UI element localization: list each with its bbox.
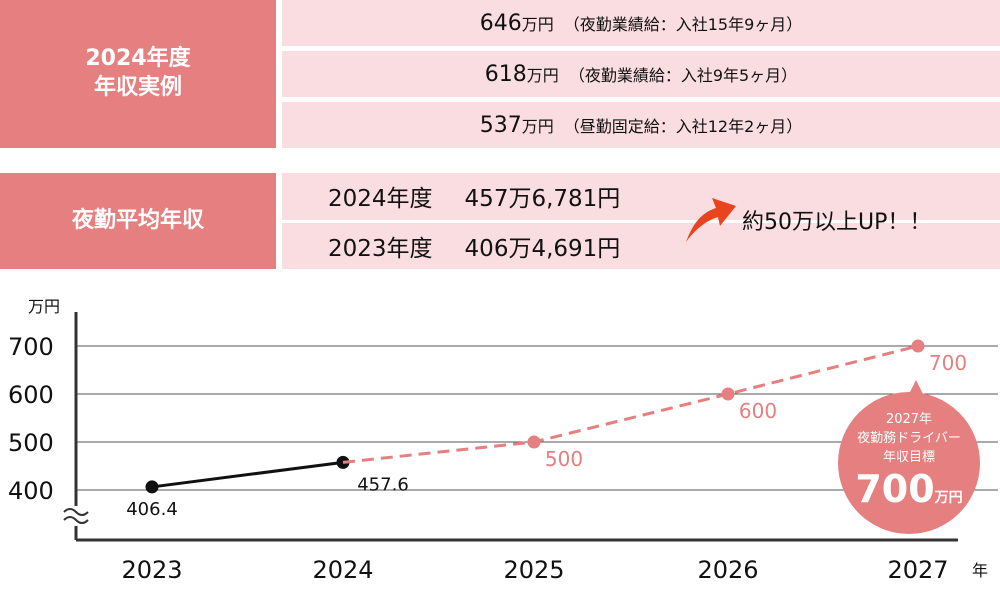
series-line [151,460,344,489]
y-tick-label: 400 [8,477,54,505]
average-value: 406万4,691円 [464,236,621,262]
example-unit: 万円 [526,66,559,85]
y-tick-label: 500 [8,429,54,457]
callout-unit: 万円 [934,490,963,506]
y-axis-unit: 万円 [28,297,60,316]
axis-break-mark [63,516,89,524]
average-value: 457万6,781円 [464,186,621,212]
chart-series [145,339,925,494]
average-year: 2023年度 [328,236,433,262]
average-label: 夜勤平均年収 [0,173,276,269]
example-row: 646 万円 （夜勤業績給：入社15年9ヶ月） [282,0,1000,46]
data-label: 457.6 [357,474,409,495]
x-tick-label: 2026 [697,556,758,584]
average-year: 2024年度 [328,186,433,212]
callout-line: 夜勤務ドライバー [857,431,961,446]
gain-text: 約50万以上UP！！ [742,210,932,235]
series-line [342,344,919,464]
data-label: 500 [545,447,583,471]
data-label: 700 [929,351,967,375]
average-row-2024: 2024年度 457万6,781円 [282,173,702,219]
x-tick-label: 2023 [121,556,182,584]
chart-axes [62,312,958,542]
callout-pointer [908,380,924,396]
axis-break-mask [62,506,92,526]
x-tick-label: 2025 [503,556,564,584]
example-note: （昼勤固定給：入社12年2ヶ月） [563,117,803,136]
data-label: 600 [739,399,777,423]
y-tick-label: 600 [8,381,54,409]
example-unit: 万円 [521,117,554,136]
example-row: 618 万円 （夜勤業績給：入社9年5ヶ月） [282,51,1000,97]
data-point [911,339,925,353]
average-divider [282,220,1000,223]
axis-break-mark [63,508,89,516]
x-tick-label: 2024 [312,556,373,584]
x-axis-unit: 年 [972,561,988,580]
callout-value: 700 [855,467,935,511]
data-point [527,435,541,449]
up-arrow-icon [686,198,736,242]
example-note: （夜勤業績給：入社9年5ヶ月） [568,66,798,85]
x-tick-label: 2027 [887,556,948,584]
y-tick-label: 700 [8,333,54,361]
average-row-2023: 2023年度 406万4,691円 [282,223,702,269]
callout-line: 年収目標 [882,450,935,465]
example-amount: 646 [479,10,522,36]
example-note: （夜勤業績給：入社15年9ヶ月） [563,15,803,34]
examples-label: 2024年度 年収実例 [0,0,276,148]
data-label: 406.4 [126,499,178,520]
target-callout: 2027年 夜勤務ドライバー 年収目標 700万円 [838,392,980,534]
data-point [145,480,159,494]
example-amount: 537 [479,112,522,138]
example-amount: 618 [484,61,527,87]
data-point [721,387,735,401]
example-unit: 万円 [521,15,554,34]
callout-line: 2027年 [885,412,933,427]
example-row: 537 万円 （昼勤固定給：入社12年2ヶ月） [282,102,1000,148]
